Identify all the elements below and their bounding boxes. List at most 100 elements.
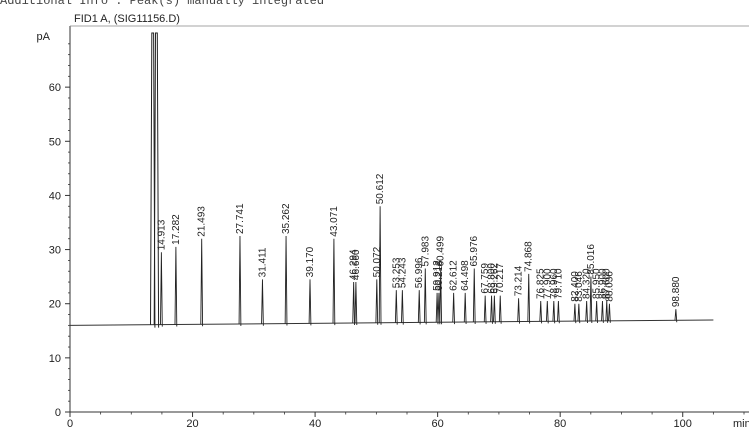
peak-line [674,309,678,323]
y-tick-label: 40 [49,190,61,202]
peak-label: 82.400 [570,271,581,302]
peak-label: 17.282 [171,214,182,245]
peak-line [601,300,604,323]
peak-label: 53.253 [391,257,402,288]
x-tick-label: 40 [309,418,321,429]
peak-line [463,292,467,325]
peak-line [517,298,520,324]
peak-line [160,252,163,327]
solvent-peak [153,32,160,328]
y-tick-label: 0 [55,407,61,419]
peak-label: 62.612 [449,260,460,291]
peak-label: 50.072 [372,246,383,277]
peak-label: 50.612 [375,173,386,204]
peak-line [493,295,496,324]
peak-label: 54.243 [397,257,408,288]
peak-label: 60.213 [434,260,445,291]
peak-line [595,300,598,323]
peak-label: 46.660 [351,249,362,280]
y-tick-label: 20 [49,299,61,311]
peak-label: 84.320 [582,268,593,299]
peak-line [354,282,358,325]
peak-label: 76.825 [536,268,547,299]
peak-line [378,206,382,325]
peak-label: 27.741 [235,203,246,234]
y-tick-label: 30 [49,245,61,257]
peak-line [332,238,336,326]
peak-label: 14.913 [156,219,167,250]
peak-line [174,246,178,327]
peak-line [284,236,288,326]
solvent-peak [150,32,156,328]
additional-info-note: Additional Info : Peak(s) manually integ… [0,0,325,8]
peak-label: 87.600 [602,268,613,299]
x-axis-unit: min [733,418,749,429]
peak-label: 57.983 [420,235,431,266]
peak-label: 83.046 [574,271,585,302]
peak-label: 39.170 [305,246,316,277]
peak-line [498,295,502,324]
peak-label: 46.294 [349,249,360,280]
peak-line [394,290,398,325]
peak-label: 73.214 [514,265,525,296]
x-tick-label: 100 [674,418,692,429]
peak-line [483,295,487,324]
baseline-trace [69,319,714,326]
peak-line [608,303,611,323]
peak-line [308,279,312,326]
peak-label: 31.411 [257,247,268,277]
peak-label: 65.976 [469,235,480,266]
peak-line [490,295,493,324]
peak-label: 64.498 [460,260,471,291]
peak-label: 78.960 [549,268,560,299]
peak-line [435,292,439,325]
y-tick-label: 10 [49,353,61,365]
x-tick-label: 0 [67,418,73,429]
y-tick-label: 50 [49,136,61,148]
peak-label: 85.950 [592,268,603,299]
peak-label: 70.217 [495,263,506,294]
peak-line [439,268,443,325]
peak-label: 35.262 [281,203,292,234]
chart-title: FID1 A, (SIG11156.D) [74,13,180,25]
peak-line [261,279,264,326]
peak-line [589,276,593,323]
peak-line [417,290,421,325]
y-tick-label: 60 [49,82,61,94]
peak-label: 88.036 [604,271,615,302]
peak-label: 85.016 [586,244,597,275]
peak-line [472,268,476,324]
peak-line [573,303,577,324]
peak-line [375,279,379,325]
peak-line [539,300,543,324]
peak-line [605,300,609,323]
peak-label: 69.262 [489,263,500,294]
peak-line [585,300,589,324]
peak-line [545,300,549,324]
peak-label: 67.759 [480,263,491,294]
peak-label: 59.912 [432,260,443,291]
peak-label: 56.996 [414,257,425,288]
peak-label: 77.900 [542,268,553,299]
x-tick-label: 80 [554,418,566,429]
peak-line [200,238,204,327]
peak-label: 79.710 [553,268,564,299]
peak-line [527,273,531,324]
peak-label: 98.880 [671,276,682,307]
x-tick-label: 60 [432,418,444,429]
peak-line [423,268,427,325]
peak-line [352,282,356,325]
peak-label: 68.800 [487,263,498,294]
peak-line [238,236,242,326]
peak-label: 74.868 [524,241,535,272]
peak-label: 43.071 [329,206,340,237]
peak-label: 86.900 [597,268,608,299]
peak-line [552,300,556,324]
x-tick-label: 20 [186,418,198,429]
peak-line [401,290,404,325]
peak-line [577,303,581,324]
peak-line [557,300,560,324]
peak-label: 60.499 [436,235,447,266]
peak-label: 21.493 [197,206,208,237]
